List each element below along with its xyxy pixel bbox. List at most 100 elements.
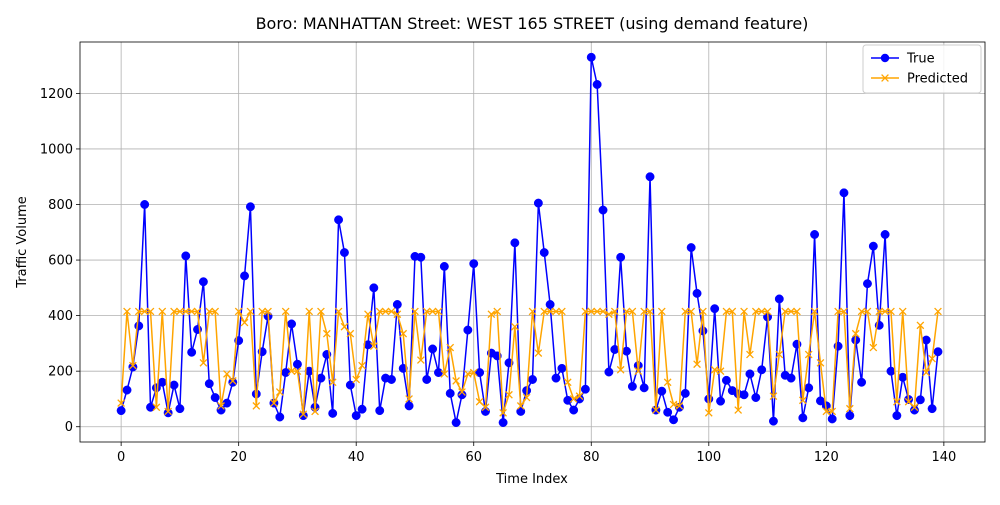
data-point <box>581 307 590 316</box>
data-point <box>839 188 849 198</box>
data-point <box>387 375 396 384</box>
data-point <box>840 307 848 316</box>
data-point <box>922 368 931 377</box>
data-point <box>116 406 126 416</box>
data-point <box>686 243 696 253</box>
data-point <box>916 321 925 330</box>
series-layer <box>116 52 943 428</box>
data-point <box>316 373 326 383</box>
data-point <box>786 373 796 383</box>
data-point <box>439 261 449 271</box>
data-point <box>129 361 137 370</box>
data-point <box>569 405 579 415</box>
data-point <box>204 379 214 389</box>
data-point <box>469 259 479 269</box>
data-point <box>322 329 331 338</box>
data-point <box>157 377 167 387</box>
data-point <box>627 381 637 391</box>
data-point <box>122 385 132 395</box>
data-point <box>533 198 543 208</box>
legend-entry-true: True <box>871 52 935 67</box>
data-point <box>740 307 748 316</box>
data-point <box>152 403 161 412</box>
data-point <box>187 307 196 316</box>
data-point <box>175 404 185 414</box>
data-point <box>199 358 208 367</box>
data-point <box>217 402 225 410</box>
data-point <box>622 346 631 356</box>
data-point <box>434 307 443 316</box>
data-point <box>181 251 191 261</box>
legend-frame <box>862 44 982 94</box>
data-point <box>610 307 619 316</box>
data-point <box>639 383 649 393</box>
data-point <box>146 307 155 316</box>
legend: True Predicted <box>862 44 982 94</box>
data-point <box>634 367 643 376</box>
data-point <box>134 307 143 316</box>
data-point <box>463 325 473 335</box>
data-point <box>493 307 502 316</box>
data-point <box>881 307 889 316</box>
data-point <box>563 395 573 405</box>
data-point <box>845 411 855 421</box>
y-tick-label: 200 <box>48 365 73 380</box>
data-point <box>869 343 878 352</box>
data-point <box>340 322 349 331</box>
data-point <box>275 388 284 396</box>
data-point <box>311 407 319 416</box>
data-point <box>198 277 208 287</box>
data-point <box>857 307 866 316</box>
data-point <box>240 271 249 281</box>
data-point <box>475 368 485 378</box>
data-point <box>804 350 813 359</box>
data-point <box>422 307 431 316</box>
data-point <box>563 378 572 387</box>
data-point <box>681 307 690 316</box>
x-tick-label: 120 <box>814 450 839 465</box>
data-point <box>693 360 701 369</box>
data-point <box>516 402 525 410</box>
data-point <box>351 411 361 421</box>
data-point <box>445 388 455 398</box>
data-point <box>281 368 291 378</box>
data-point <box>816 358 825 367</box>
data-point <box>346 329 355 338</box>
data-point <box>328 408 338 418</box>
data-point <box>875 307 884 316</box>
data-point <box>798 396 807 405</box>
data-point <box>775 350 784 359</box>
data-point <box>851 329 860 338</box>
data-point <box>481 406 490 416</box>
data-point <box>228 377 237 385</box>
data-point <box>868 241 878 251</box>
data-point <box>828 407 837 416</box>
data-point <box>434 368 443 378</box>
data-point <box>416 356 425 364</box>
data-point <box>640 307 649 316</box>
data-point <box>193 307 202 316</box>
data-point <box>769 392 778 401</box>
data-point <box>216 405 226 415</box>
data-point <box>352 375 361 384</box>
data-point <box>599 307 607 316</box>
data-point <box>616 365 625 374</box>
data-point <box>205 307 214 316</box>
x-tick-label: 60 <box>465 450 482 465</box>
data-point <box>687 307 696 316</box>
data-point <box>757 365 767 375</box>
data-point <box>140 307 149 316</box>
data-point <box>339 248 349 258</box>
legend-marker <box>880 53 890 63</box>
legend-marker <box>881 74 889 82</box>
data-point <box>522 393 531 402</box>
data-point <box>375 406 385 416</box>
data-point <box>915 395 925 405</box>
data-point <box>416 252 426 262</box>
data-point <box>604 367 614 377</box>
data-point <box>458 388 466 396</box>
data-point <box>927 404 937 414</box>
data-point <box>598 205 608 215</box>
data-point <box>863 307 872 316</box>
